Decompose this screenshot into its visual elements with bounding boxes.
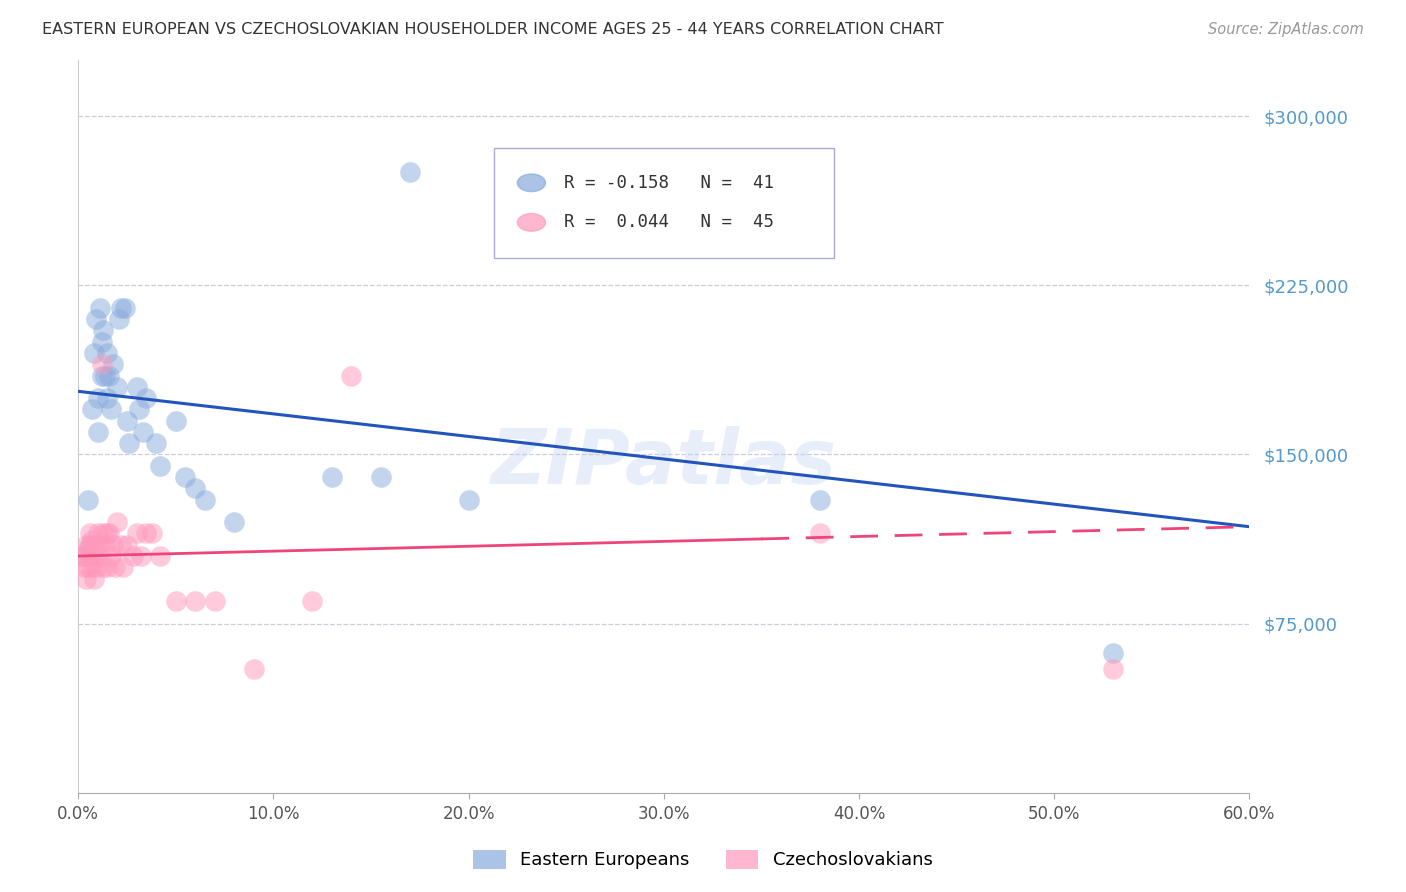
Point — [93, 526, 115, 541]
Point — [83, 346, 105, 360]
Point — [77, 542, 100, 557]
Point — [301, 594, 323, 608]
Point — [93, 323, 115, 337]
Point — [243, 662, 266, 676]
Point — [115, 414, 138, 428]
Point — [149, 549, 172, 563]
Point — [129, 549, 152, 563]
Point — [121, 549, 143, 563]
Point — [86, 526, 108, 541]
Point — [1101, 662, 1123, 676]
Point — [103, 357, 125, 371]
Point — [86, 549, 108, 563]
Point — [70, 549, 93, 563]
Point — [80, 533, 103, 548]
Point — [204, 594, 226, 608]
Point — [93, 560, 115, 574]
Point — [83, 542, 105, 557]
Point — [118, 436, 141, 450]
Point — [370, 470, 392, 484]
Point — [808, 526, 831, 541]
Point — [90, 368, 112, 383]
Point — [75, 538, 97, 552]
Point — [165, 594, 187, 608]
Point — [399, 165, 422, 179]
Point — [96, 560, 118, 574]
Point — [84, 312, 107, 326]
Point — [1101, 646, 1123, 660]
Point — [80, 560, 103, 574]
Point — [115, 538, 138, 552]
Point — [340, 368, 363, 383]
Point — [80, 402, 103, 417]
Point — [165, 414, 187, 428]
Point — [94, 368, 117, 383]
Text: EASTERN EUROPEAN VS CZECHOSLOVAKIAN HOUSEHOLDER INCOME AGES 25 - 44 YEARS CORREL: EASTERN EUROPEAN VS CZECHOSLOVAKIAN HOUS… — [42, 22, 943, 37]
Point — [125, 526, 148, 541]
Point — [100, 549, 122, 563]
Point — [84, 538, 107, 552]
Point — [94, 538, 117, 552]
Point — [79, 538, 101, 552]
Legend: Eastern Europeans, Czechoslovakians: Eastern Europeans, Czechoslovakians — [464, 841, 942, 879]
Point — [86, 391, 108, 405]
Point — [98, 526, 121, 541]
Point — [83, 572, 105, 586]
Point — [89, 301, 111, 315]
Point — [73, 549, 96, 563]
Point — [149, 458, 172, 473]
Point — [174, 470, 197, 484]
Point — [77, 492, 100, 507]
Text: Source: ZipAtlas.com: Source: ZipAtlas.com — [1208, 22, 1364, 37]
Point — [86, 425, 108, 439]
Point — [108, 312, 131, 326]
Point — [184, 594, 207, 608]
Circle shape — [517, 174, 546, 192]
FancyBboxPatch shape — [494, 147, 834, 258]
Point — [184, 481, 207, 495]
Text: R = -0.158   N =  41: R = -0.158 N = 41 — [564, 174, 775, 192]
Point — [90, 357, 112, 371]
Point — [135, 391, 157, 405]
Point — [135, 526, 157, 541]
Point — [96, 391, 118, 405]
Point — [111, 560, 134, 574]
Point — [141, 526, 163, 541]
Point — [96, 526, 118, 541]
Point — [103, 538, 125, 552]
Point — [110, 538, 132, 552]
Point — [131, 425, 153, 439]
Text: R =  0.044   N =  45: R = 0.044 N = 45 — [564, 213, 775, 231]
Point — [79, 549, 101, 563]
Point — [224, 515, 246, 529]
Point — [84, 560, 107, 574]
Point — [128, 402, 150, 417]
Point — [79, 526, 101, 541]
Point — [145, 436, 167, 450]
Point — [75, 572, 97, 586]
Point — [114, 301, 136, 315]
Point — [321, 470, 343, 484]
Point — [98, 368, 121, 383]
Circle shape — [517, 213, 546, 231]
Point — [100, 402, 122, 417]
Point — [96, 346, 118, 360]
Y-axis label: Householder Income Ages 25 - 44 years: Householder Income Ages 25 - 44 years — [0, 260, 8, 592]
Point — [125, 380, 148, 394]
Point — [110, 301, 132, 315]
Point — [90, 334, 112, 349]
Point — [77, 560, 100, 574]
Point — [105, 380, 128, 394]
Point — [808, 492, 831, 507]
Point — [89, 538, 111, 552]
Point — [105, 515, 128, 529]
Point — [73, 560, 96, 574]
Point — [457, 492, 479, 507]
Point — [194, 492, 217, 507]
Point — [104, 560, 127, 574]
Text: ZIPatlas: ZIPatlas — [491, 426, 837, 500]
